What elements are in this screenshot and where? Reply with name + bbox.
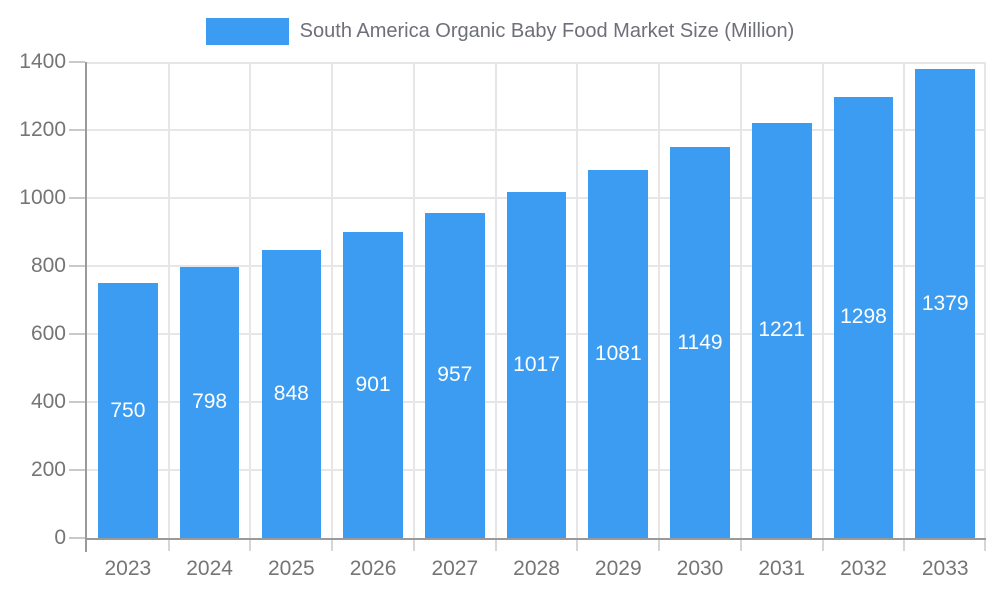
gridline-vertical: [249, 62, 252, 538]
bar-2025[interactable]: 848: [261, 249, 322, 538]
bar-2029[interactable]: 1081: [588, 170, 649, 538]
x-tick-mark: [412, 540, 415, 551]
plot-area: 750 798 848 901 957 1017 1081 1149 1221 1298 1379: [87, 62, 986, 538]
category-band: 750: [87, 62, 169, 538]
category-band: 957: [414, 62, 496, 538]
x-tick-label: 2032: [840, 557, 887, 580]
bar-2031[interactable]: 1221: [751, 122, 812, 538]
bar-value-label: 957: [437, 363, 473, 387]
x-tick-label: 2030: [676, 557, 724, 580]
x-tick-mark: [494, 540, 497, 551]
x-tick-mark: [903, 540, 906, 551]
x-tick-mark: [739, 540, 742, 551]
category-band: 1017: [496, 62, 578, 538]
gridline-vertical: [494, 62, 497, 538]
x-tick-mark: [167, 540, 170, 551]
y-tick-mark: [69, 129, 85, 131]
y-tick-label: 1400: [19, 50, 66, 73]
legend-series-label: South America Organic Baby Food Market S…: [299, 19, 795, 42]
bar-value-label: 848: [273, 381, 309, 405]
category-band: 1379: [904, 62, 986, 538]
y-tick-label: 1000: [19, 186, 66, 209]
category-band: 848: [250, 62, 332, 538]
gridline-vertical: [412, 62, 415, 538]
gridline-vertical: [821, 62, 824, 538]
y-tick-mark: [69, 401, 85, 403]
x-tick-label: 2027: [431, 557, 479, 580]
gridline-vertical: [984, 62, 986, 538]
legend-swatch-icon: [205, 17, 289, 45]
x-tick-mark: [658, 540, 661, 551]
y-tick-mark: [69, 469, 85, 471]
y-tick-label: 600: [30, 322, 66, 345]
y-tick-mark: [69, 537, 85, 539]
bar-value-label: 1221: [758, 318, 806, 342]
y-tick-label: 1200: [19, 118, 66, 141]
bar-2033[interactable]: 1379: [915, 69, 976, 538]
x-tick-label: 2025: [267, 557, 315, 580]
y-axis-line: [85, 62, 87, 552]
x-tick-mark: [249, 540, 252, 551]
gridline-vertical: [576, 62, 579, 538]
gridline-vertical: [331, 62, 334, 538]
bar-2023[interactable]: 750: [98, 283, 158, 538]
bar-value-label: 1149: [677, 330, 723, 354]
x-axis-line: [85, 538, 986, 540]
category-band: 1149: [659, 62, 741, 538]
category-band: 901: [332, 62, 414, 538]
x-axis-labels: 2023 2024 2025 2026 2027 2028 2029 2030 2031 2032…: [87, 557, 986, 581]
x-tick-label: 2024: [186, 557, 233, 580]
gridline-horizontal: [87, 128, 986, 131]
x-tick-mark: [576, 540, 579, 551]
x-tick-label: 2023: [104, 557, 152, 580]
x-tick-mark: [331, 540, 334, 551]
bar-2027[interactable]: 957: [424, 212, 485, 538]
bar-2024[interactable]: 798: [179, 266, 240, 538]
y-tick-mark: [69, 61, 85, 63]
y-tick-label: 200: [30, 458, 66, 481]
bar-value-label: 1017: [513, 353, 560, 377]
y-tick-mark: [69, 333, 85, 335]
y-tick-label: 800: [30, 254, 66, 277]
x-tick-label: 2028: [513, 557, 560, 580]
x-tick-label: 2033: [921, 557, 969, 580]
category-band: 1221: [741, 62, 823, 538]
legend-item[interactable]: South America Organic Baby Food Market S…: [0, 15, 1000, 47]
x-tick-label: 2031: [758, 557, 806, 580]
gridline-vertical: [658, 62, 661, 538]
y-tick-label: 400: [30, 390, 66, 413]
bar-value-label: 1298: [840, 305, 887, 329]
y-tick-label: 0: [54, 526, 66, 549]
y-tick-mark: [69, 197, 85, 199]
x-tick-label: 2029: [594, 557, 642, 580]
bar-2032[interactable]: 1298: [833, 96, 894, 538]
x-tick-label: 2026: [349, 557, 397, 580]
bar-series: 750 798 848 901 957 1017 1081 1149 1221 1298 1379: [87, 62, 986, 538]
bar-2028[interactable]: 1017: [506, 192, 567, 538]
x-tick-mark: [984, 540, 986, 551]
category-band: 1298: [823, 62, 905, 538]
category-band: 798: [169, 62, 251, 538]
category-band: 1081: [577, 62, 659, 538]
bar-value-label: 1081: [594, 342, 642, 366]
gridline-horizontal: [87, 62, 986, 64]
bar-2026[interactable]: 901: [343, 231, 403, 538]
x-tick-mark: [821, 540, 824, 551]
y-tick-mark: [69, 265, 85, 267]
bar-value-label: 750: [110, 398, 146, 422]
bar-value-label: 1379: [921, 291, 969, 315]
gridline-vertical: [167, 62, 170, 538]
bar-value-label: 901: [355, 372, 391, 396]
bar-2030[interactable]: 1149: [670, 147, 730, 538]
gridline-vertical: [739, 62, 742, 538]
bar-value-label: 798: [192, 390, 228, 414]
gridline-vertical: [903, 62, 906, 538]
